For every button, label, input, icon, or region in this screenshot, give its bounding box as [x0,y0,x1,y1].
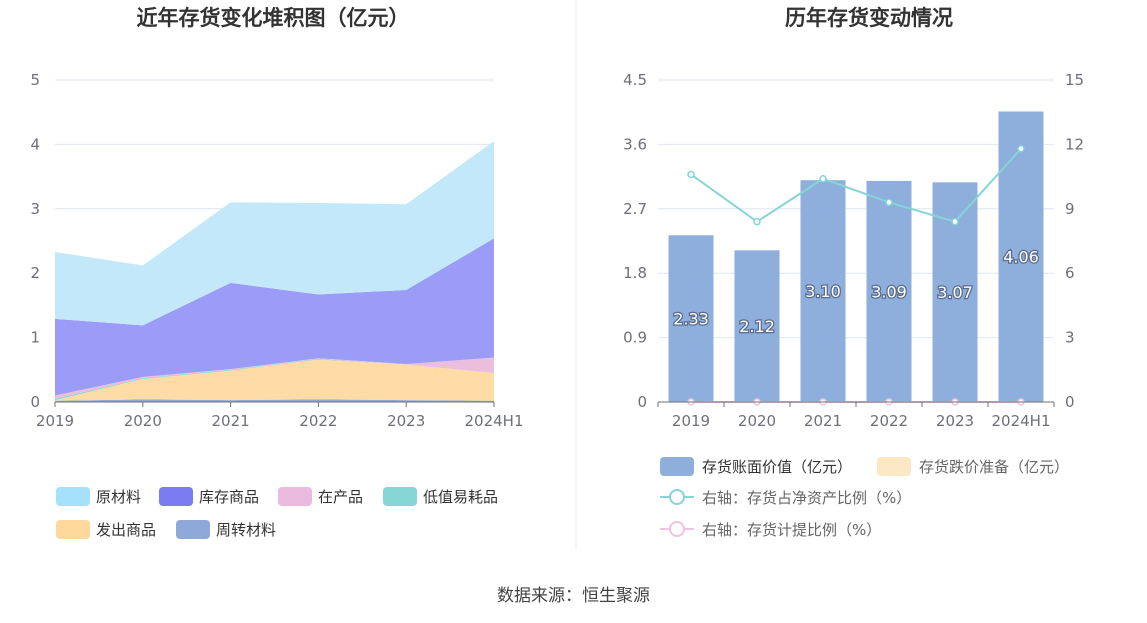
chart1-xtick-label: 2024H1 [465,412,524,430]
legend-swatch [176,520,210,539]
chart2-legend: 存货账面价值（亿元） 存货跌价准备（亿元） 右轴：存货占净资产比例（%） 右轴：存货计… [660,457,1069,539]
legend-swatch [660,457,694,476]
legend-label: 库存商品 [199,488,259,506]
bar-2019 [668,235,714,402]
legend-item-5[interactable]: 发出商品 [56,520,156,539]
chart1-ytick-label: 3 [30,200,40,218]
chart1-xtick-label: 2020 [124,412,162,430]
chart2-ytick-label: 4.5 [623,71,647,89]
chart2-xtick-label: 2019 [672,412,710,430]
chart2-grid [658,79,1054,339]
chart1-axes: 0 1 2 3 4 5 2019 2020 2021 2022 2023 2024H1 [30,71,523,430]
area-series-4 [55,238,494,396]
legend-swatch [383,487,417,506]
bar-value-label: 3.07 [937,283,973,302]
chart2-y2tick-label: 9 [1065,200,1075,218]
data-source-note: 数据来源：恒生聚源 [497,586,650,606]
chart2-ytick-label: 1.8 [623,264,647,282]
legend-swatch [159,487,193,506]
bar-value-label: 2.12 [739,317,775,336]
chart2-xtick-label: 2023 [936,412,974,430]
line-point [885,198,893,207]
legend-item-1[interactable]: 原材料 [56,487,141,506]
bar-value-label: 3.10 [805,282,841,301]
bar-2020 [734,250,780,402]
chart2-xtick-label: 2022 [870,412,908,430]
legend-label: 在产品 [318,488,363,506]
line-point [819,174,827,183]
bar-2022 [866,180,912,402]
legend-label: 发出商品 [96,521,156,539]
chart2-ytick-label: 0.9 [623,329,647,347]
chart2-axes: 0 0 0.9 3 1.8 6 2.7 9 3.6 12 4.5 15 2019 2020 2021 2022… [623,71,1084,430]
bar-2021 [800,180,846,402]
legend-swatch [877,457,911,476]
line-point [1017,144,1025,153]
legend-swatch [56,487,90,506]
legend-item-4[interactable]: 低值易耗品 [383,487,498,506]
legend-swatch [56,520,90,539]
chart2-y2tick-label: 0 [1065,393,1075,411]
chart1-areas [55,141,494,402]
legend-label: 右轴：存货占净资产比例（%） [702,489,911,507]
legend-label: 右轴：存货计提比例（%） [702,521,881,539]
legend-swatch [278,487,312,506]
legend-label: 存货账面价值（亿元） [702,458,852,476]
area-series-5 [55,141,494,326]
area-series-1 [55,359,494,401]
chart1-xtick-label: 2022 [299,412,337,430]
chart1-ytick-label: 2 [30,264,40,282]
chart1-xtick-label: 2021 [212,412,250,430]
bar-line-chart: 历年存货变动情况 2.33 2.12 3.10 3.09 3.07 4.06 0 0 0.9 3… [623,6,1084,539]
chart2-y2tick-label: 12 [1065,135,1084,153]
line-series-inventory-ratio [687,144,1025,226]
chart1-xtick-label: 2019 [36,412,74,430]
legend-label: 低值易耗品 [423,488,498,506]
chart1-ytick-label: 0 [30,393,40,411]
legend-label: 周转材料 [216,521,276,539]
chart1-title: 近年存货变化堆积图（亿元） [137,6,410,30]
chart2-xtick-label: 2024H1 [992,412,1051,430]
chart2-legend-item-4[interactable]: 右轴：存货计提比例（%） [660,521,881,539]
legend-label: 原材料 [96,488,141,506]
bar-value-label: 4.06 [1003,248,1039,267]
area-series-3 [55,357,494,399]
legend-label: 存货跌价准备（亿元） [919,458,1069,476]
chart2-xtick-label: 2021 [804,412,842,430]
legend-marker [669,521,685,537]
line-point [951,217,959,226]
chart1-ytick-label: 5 [30,71,40,89]
chart2-legend-item-2[interactable]: 存货跌价准备（亿元） [877,457,1069,476]
chart2-bars: 2.33 2.12 3.10 3.09 3.07 4.06 [668,111,1044,403]
bar-value-label: 3.09 [871,282,907,301]
chart2-ytick-label: 2.7 [623,200,647,218]
line-path [690,148,1022,223]
chart2-ytick-label: 3.6 [623,135,647,153]
legend-item-6[interactable]: 周转材料 [176,520,276,539]
chart1-ytick-label: 1 [30,329,40,347]
legend-item-3[interactable]: 在产品 [278,487,363,506]
chart2-xtick-label: 2020 [738,412,776,430]
chart1-ytick-label: 4 [30,135,40,153]
chart2-title: 历年存货变动情况 [785,6,953,30]
chart2-ytick-label: 0 [637,393,647,411]
legend-marker [669,489,685,505]
area-series-0 [55,399,494,402]
chart2-y2tick-label: 3 [1065,329,1075,347]
stacked-area-chart: 近年存货变化堆积图（亿元） 0 1 2 3 4 5 2019 2020 2021 2022 2023… [30,6,524,539]
chart2-y2tick-label: 15 [1065,71,1084,89]
line-point [753,217,761,226]
chart2-y2tick-label: 6 [1065,264,1075,282]
line-point [687,170,695,179]
bar-value-label: 2.33 [673,310,709,329]
chart1-xtick-label: 2023 [387,412,425,430]
legend-item-2[interactable]: 库存商品 [159,487,259,506]
chart2-legend-item-1[interactable]: 存货账面价值（亿元） [660,457,852,476]
bar-2024H1 [998,111,1044,403]
chart2-legend-item-3[interactable]: 右轴：存货占净资产比例（%） [660,489,911,507]
